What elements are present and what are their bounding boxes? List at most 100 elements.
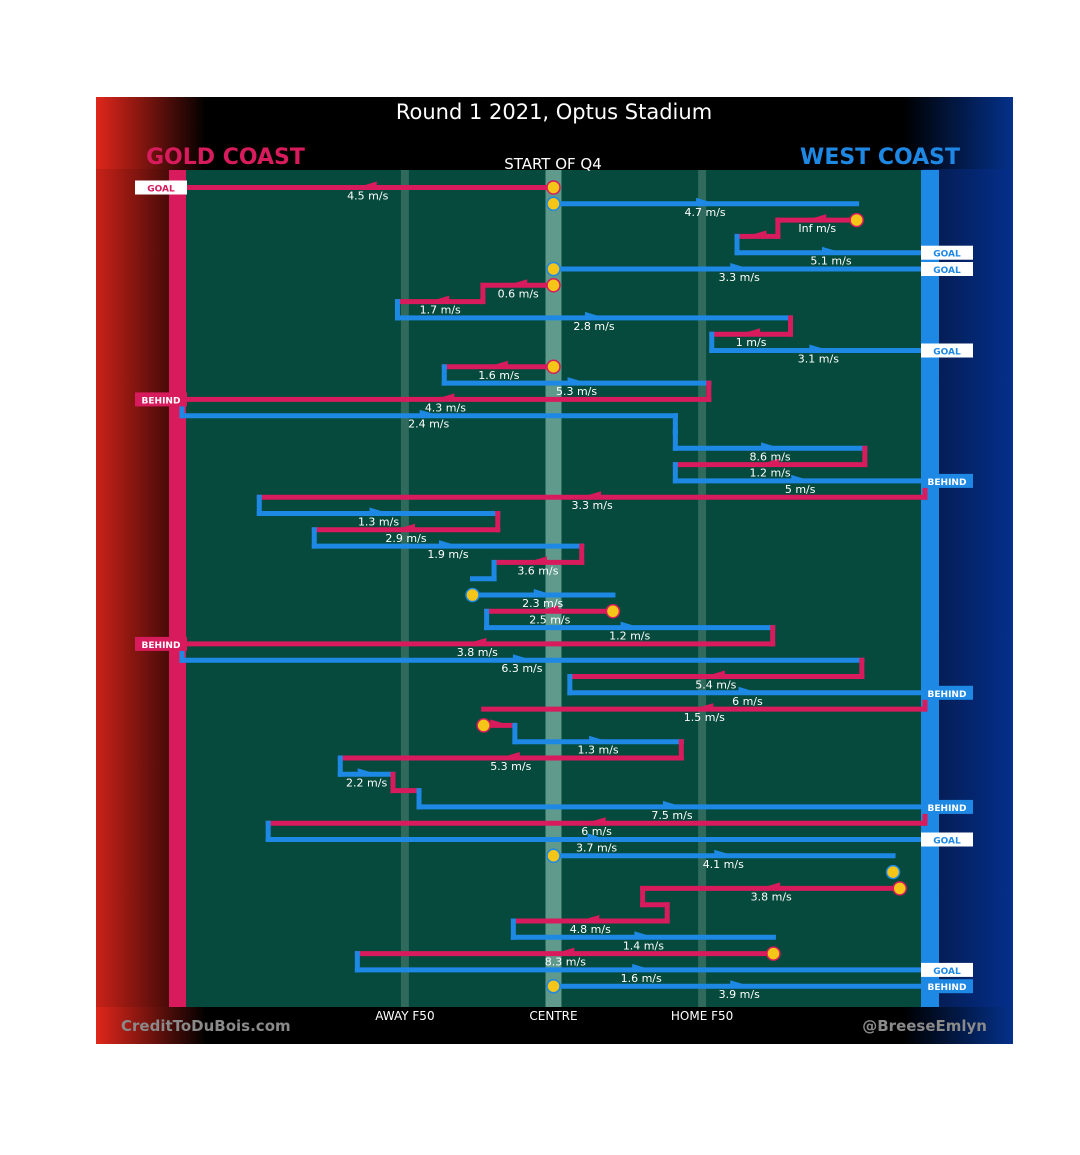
outcome-box-11: [921, 343, 973, 358]
arrow-4: [746, 230, 767, 237]
outcome-text-14: BEHIND: [142, 396, 181, 406]
arrow-27: [538, 605, 559, 612]
start-markers: [465, 180, 907, 994]
arrow-2: [696, 197, 717, 204]
speed-label-24: 3.6 m/s: [517, 564, 558, 577]
speed-label-39: 7.5 m/s: [651, 809, 692, 822]
arrow-13: [567, 377, 588, 384]
arrow-30: [512, 654, 533, 661]
speed-label-41: 3.7 m/s: [576, 842, 617, 855]
speed-label-14: 4.3 m/s: [425, 401, 466, 414]
outcome-badge-32: BEHIND: [921, 685, 973, 700]
start-marker-42: [546, 848, 561, 864]
arrow-32: [738, 686, 759, 693]
centre-band: [545, 170, 562, 1007]
chart-frame: 4.5 m/s 4.7 m/s Inf m/s 5.1 m/s 3.3 m/s 0.6 m…: [96, 97, 1013, 1044]
speed-label-23: 1.9 m/s: [427, 548, 468, 561]
speed-label-9: 2.8 m/s: [573, 320, 614, 333]
speed-label-50: 3.9 m/s: [719, 988, 760, 1001]
outcome-text-19: BEHIND: [928, 478, 967, 488]
speed-label-5: 5.1 m/s: [810, 255, 851, 268]
speed-labels: 4.5 m/s 4.7 m/s Inf m/s 5.1 m/s 3.3 m/s 0.6 m…: [346, 190, 852, 1002]
outcome-text-32: BEHIND: [928, 690, 967, 700]
speed-label-29: 3.8 m/s: [457, 646, 498, 659]
arrow-5: [822, 246, 843, 253]
arrow-46: [579, 915, 600, 921]
speed-label-13: 5.3 m/s: [556, 385, 597, 398]
team-right: WEST COAST: [800, 145, 960, 170]
outcome-badges: GOAL GOAL GOAL GOAL BEHIND BEHIND BEHIND BEHIND…: [135, 180, 973, 994]
speed-label-3: Inf m/s: [798, 222, 836, 235]
speed-label-27: 2.5 m/s: [529, 613, 570, 626]
outcome-text-1: GOAL: [147, 185, 175, 195]
arrow-47: [634, 931, 655, 938]
outcome-text-49: GOAL: [933, 967, 961, 977]
start-marker-50: [546, 978, 561, 994]
outcome-text-5: GOAL: [933, 250, 961, 260]
arrow-15: [419, 409, 440, 416]
outcome-box-1: [135, 180, 187, 195]
start-marker-7: [546, 278, 561, 293]
arrow-33: [693, 703, 714, 710]
field-label-1: CENTRE: [529, 1009, 577, 1023]
speed-label-28: 1.2 m/s: [609, 630, 650, 643]
arrow-44: [760, 882, 781, 889]
arrow-6: [730, 263, 751, 269]
arrow-35: [589, 735, 610, 742]
outcome-box-29: [135, 636, 187, 651]
arrow-36: [499, 752, 520, 758]
arrow-7: [507, 279, 528, 286]
arrow-39: [663, 800, 684, 807]
outcome-badge-50: BEHIND: [921, 979, 973, 994]
arrow-19: [791, 474, 812, 481]
chart-subtitle: START OF Q4: [504, 155, 602, 173]
arrow-31: [704, 670, 725, 677]
outcome-badge-5: GOAL: [921, 245, 973, 260]
speed-label-15: 2.4 m/s: [408, 418, 449, 431]
arrow-20: [581, 491, 602, 498]
arrow-41: [587, 833, 608, 840]
outcome-box-50: [921, 979, 973, 994]
outcome-text-6: GOAL: [933, 266, 961, 276]
outcome-box-6: [921, 262, 973, 276]
outcome-box-39: [921, 799, 973, 814]
speed-label-42: 4.1 m/s: [703, 858, 744, 871]
outcome-badge-11: GOAL: [921, 343, 973, 358]
arrow-42: [714, 849, 735, 856]
outcome-badge-6: GOAL: [921, 262, 973, 276]
arrow-10: [740, 328, 761, 335]
outcome-text-39: BEHIND: [928, 804, 967, 814]
speed-label-12: 1.6 m/s: [478, 369, 519, 382]
speed-label-18: 1.2 m/s: [750, 467, 791, 480]
outcome-text-41: GOAL: [933, 837, 961, 847]
outcome-box-14: [135, 392, 187, 407]
speed-label-31: 5.4 m/s: [695, 679, 736, 692]
arrow-18: [759, 458, 780, 465]
gold-coast-goal-line: [169, 170, 186, 1007]
arrow-8: [429, 295, 450, 302]
field-label-0: AWAY F50: [375, 1009, 434, 1023]
outcome-box-32: [921, 685, 973, 700]
arrow-48: [554, 947, 575, 954]
start-marker-6: [546, 261, 561, 277]
arrow-50: [730, 980, 751, 987]
speed-label-32: 6 m/s: [732, 695, 763, 708]
chart-title: Round 1 2021, Optus Stadium: [396, 100, 712, 124]
west-coast-goal-line: [921, 170, 939, 1007]
start-marker-27: [605, 604, 621, 619]
start-marker-1: [546, 180, 561, 195]
speed-label-30: 6.3 m/s: [501, 662, 542, 675]
speed-label-37: 2.2 m/s: [346, 776, 387, 789]
speed-label-10: 1 m/s: [736, 336, 767, 349]
outcome-badge-29: BEHIND: [135, 636, 187, 651]
speed-label-44: 3.8 m/s: [751, 890, 792, 903]
outcome-text-29: BEHIND: [142, 641, 181, 651]
outcome-badge-1: GOAL: [135, 180, 187, 195]
speed-label-33: 1.5 m/s: [684, 711, 725, 724]
arrow-28: [620, 621, 641, 628]
speed-label-22: 2.9 m/s: [385, 532, 426, 545]
speed-label-1: 4.5 m/s: [347, 190, 388, 203]
speed-label-26: 2.3 m/s: [522, 597, 563, 610]
speed-label-21: 1.3 m/s: [358, 516, 399, 529]
start-marker-48: [766, 946, 781, 961]
